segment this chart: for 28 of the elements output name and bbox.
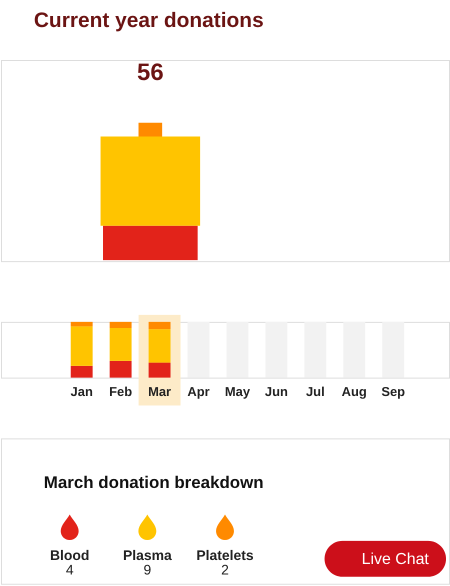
category-label: Plasma [122,546,172,563]
bar [70,326,93,366]
x-tick-label: May [224,384,251,400]
bar [148,329,171,363]
text: Live Chat [362,550,430,568]
chart-title: Current year donations [34,9,264,32]
x-tick-label: Jan [70,384,93,400]
bar [148,362,171,378]
x-tick-label: Sep [381,384,406,400]
text: March donation breakdown [44,473,264,492]
bar [110,322,132,328]
data-label: 2 [221,562,230,578]
category-label: Blood [50,546,90,563]
x-tick-label: Jun [264,384,288,400]
bar [110,360,132,378]
text: 56 [137,58,164,86]
category-label: Platelets [196,546,254,563]
bar [148,322,171,330]
bar [70,322,93,326]
x-tick-label: Jul [306,384,325,400]
x-tick-label: Aug [342,384,367,400]
data-label: 4 [66,562,74,578]
x-tick-label: Feb [109,384,132,400]
x-tick-label: Apr [187,384,210,400]
x-tick-label: Mar [148,384,172,400]
bar [110,328,132,361]
data-label: 9 [143,562,152,578]
bar [70,366,93,378]
